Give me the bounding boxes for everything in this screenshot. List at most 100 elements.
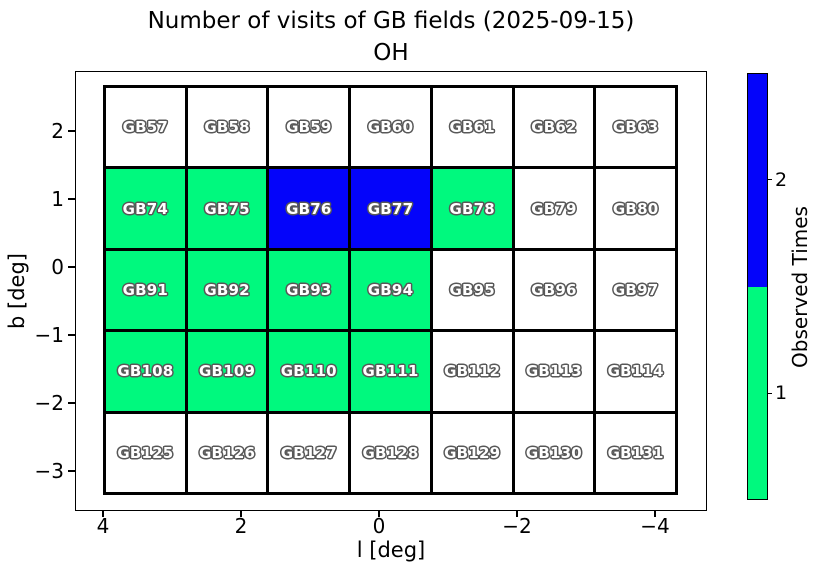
field-label: GB113 <box>525 362 582 381</box>
field-label: GB59 <box>286 118 332 137</box>
grid-cell-gb129: GB129 <box>432 413 512 492</box>
x-tick-label: 4 <box>96 514 110 538</box>
grid-cell-gb95: GB95 <box>432 250 512 330</box>
x-tick-mark <box>240 511 242 517</box>
grid-cell-gb127: GB127 <box>269 413 349 492</box>
field-label: GB128 <box>362 443 419 462</box>
field-label: GB125 <box>117 443 174 462</box>
x-tick-mark <box>516 511 518 517</box>
y-tick-label: −1 <box>34 323 64 347</box>
x-axis-label: l [deg] <box>356 538 426 562</box>
field-label: GB77 <box>367 199 414 218</box>
colorbar-label: Observed Times <box>788 206 812 368</box>
field-label: GB79 <box>531 199 577 218</box>
x-tick-label: 0 <box>372 514 386 538</box>
grid-cell-gb57: GB57 <box>106 88 185 167</box>
grid-cell-gb110: GB110 <box>269 332 349 411</box>
grid-cell-gb79: GB79 <box>514 169 594 248</box>
y-tick-label: 0 <box>51 255 64 279</box>
x-tick-mark <box>378 511 380 517</box>
field-label: GB127 <box>280 443 337 462</box>
field-label: GB61 <box>449 118 495 137</box>
y-tick-mark <box>68 402 75 404</box>
field-grid: GB57 GB58 GB59 GB60 GB61 GB62 GB63 GB74 GB75 GB76… <box>103 85 678 495</box>
field-label: GB97 <box>612 280 659 299</box>
grid-cell-gb77: GB77 <box>351 169 430 248</box>
y-tick-label: 2 <box>51 119 64 143</box>
grid-cell-gb126: GB126 <box>187 413 267 492</box>
field-label: GB93 <box>286 280 332 299</box>
grid-cell-gb128: GB128 <box>351 413 430 492</box>
y-tick-label: 1 <box>51 187 64 211</box>
field-label: GB114 <box>607 362 664 381</box>
field-label: GB108 <box>117 362 174 381</box>
field-label: GB57 <box>122 118 169 137</box>
field-label: GB109 <box>199 362 256 381</box>
grid-cell-gb62: GB62 <box>514 88 594 167</box>
colorbar <box>747 73 768 500</box>
x-tick-label: −4 <box>640 514 670 538</box>
colorbar-segment-2 <box>748 74 767 287</box>
grid-cell-gb74: GB74 <box>106 169 185 248</box>
x-tick-label: −2 <box>502 514 532 538</box>
field-label: GB76 <box>286 199 332 218</box>
field-label: GB95 <box>449 280 495 299</box>
grid-cell-gb96: GB96 <box>514 250 594 330</box>
field-label: GB131 <box>607 443 664 462</box>
field-label: GB62 <box>531 118 577 137</box>
grid-cell-gb130: GB130 <box>514 413 594 492</box>
grid-cell-gb94: GB94 <box>351 250 430 330</box>
y-tick-mark <box>68 266 75 268</box>
grid-cell-gb61: GB61 <box>432 88 512 167</box>
grid-cell-gb108: GB108 <box>106 332 185 411</box>
grid-cell-gb109: GB109 <box>187 332 267 411</box>
field-label: GB111 <box>362 362 419 381</box>
y-tick-mark <box>68 130 75 132</box>
colorbar-tick-mark <box>768 179 772 181</box>
field-label: GB129 <box>444 443 501 462</box>
x-tick-label: 2 <box>234 514 248 538</box>
field-label: GB75 <box>204 199 250 218</box>
field-label: GB80 <box>612 199 659 218</box>
grid-cell-gb111: GB111 <box>351 332 430 411</box>
grid-cell-gb75: GB75 <box>187 169 267 248</box>
grid-cell-gb63: GB63 <box>596 88 675 167</box>
y-tick-mark <box>68 334 75 336</box>
grid-cell-gb131: GB131 <box>596 413 675 492</box>
grid-cell-gb114: GB114 <box>596 332 675 411</box>
x-tick-mark <box>102 511 104 517</box>
field-label: GB126 <box>199 443 256 462</box>
grid-cell-gb78: GB78 <box>432 169 512 248</box>
grid-cell-gb60: GB60 <box>351 88 430 167</box>
grid-cell-gb112: GB112 <box>432 332 512 411</box>
grid-cell-gb80: GB80 <box>596 169 675 248</box>
field-label: GB92 <box>204 280 250 299</box>
colorbar-tick-mark <box>768 392 772 394</box>
colorbar-tick-label: 1 <box>775 382 788 405</box>
grid-cell-gb91: GB91 <box>106 250 185 330</box>
grid-cell-gb76: GB76 <box>269 169 349 248</box>
field-label: GB58 <box>204 118 250 137</box>
grid-cell-gb59: GB59 <box>269 88 349 167</box>
field-label: GB78 <box>449 199 495 218</box>
field-label: GB60 <box>367 118 414 137</box>
y-tick-label: −2 <box>34 391 64 415</box>
colorbar-tick-label: 2 <box>775 168 788 191</box>
chart-title-line1: Number of visits of GB fields (2025-09-1… <box>147 8 635 34</box>
y-tick-mark <box>68 198 75 200</box>
field-label: GB63 <box>612 118 659 137</box>
field-label: GB91 <box>122 280 169 299</box>
grid-cell-gb125: GB125 <box>106 413 185 492</box>
y-tick-label: −3 <box>34 459 64 483</box>
grid-cell-gb93: GB93 <box>269 250 349 330</box>
chart-title-line2: OH <box>373 40 409 66</box>
field-label: GB74 <box>122 199 169 218</box>
grid-cell-gb58: GB58 <box>187 88 267 167</box>
field-label: GB94 <box>367 280 414 299</box>
field-label: GB96 <box>531 280 577 299</box>
field-label: GB130 <box>525 443 582 462</box>
grid-cell-gb97: GB97 <box>596 250 675 330</box>
field-label: GB112 <box>444 362 501 381</box>
grid-cell-gb113: GB113 <box>514 332 594 411</box>
